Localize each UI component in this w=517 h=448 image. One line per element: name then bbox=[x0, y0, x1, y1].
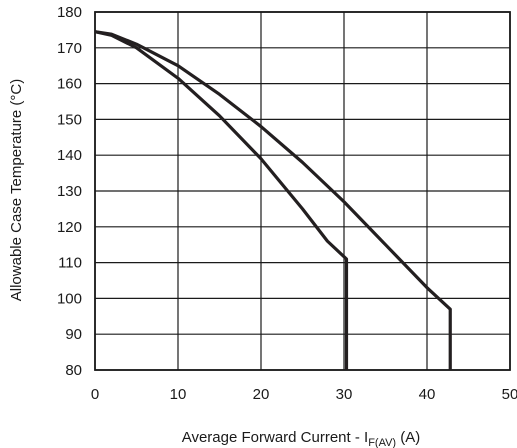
series-curves bbox=[94, 30, 452, 370]
x-axis-title: Average Forward Current - IF(AV) (A) bbox=[182, 429, 421, 448]
y-tick-labels: 80 90 100 110 120 130 140 150 160 170 180 bbox=[57, 4, 82, 379]
y-tick-label: 140 bbox=[57, 147, 82, 164]
x-tick-label: 40 bbox=[419, 386, 436, 403]
y-tick-label: 90 bbox=[65, 326, 82, 343]
x-tick-label: 0 bbox=[91, 386, 99, 403]
x-tick-label: 20 bbox=[253, 386, 270, 403]
x-axis-title-main: Average Forward Current - I bbox=[182, 429, 368, 446]
x-tick-label: 30 bbox=[336, 386, 353, 403]
y-tick-label: 180 bbox=[57, 4, 82, 21]
y-tick-label: 80 bbox=[65, 362, 82, 379]
y-tick-label: 110 bbox=[58, 255, 82, 272]
y-tick-label: 100 bbox=[57, 290, 82, 307]
x-tick-labels: 0 10 20 30 40 50 bbox=[91, 386, 517, 403]
y-tick-label: 120 bbox=[57, 219, 82, 236]
series-line-2 bbox=[94, 30, 452, 370]
y-tick-label: 130 bbox=[57, 183, 82, 200]
x-tick-label: 10 bbox=[170, 386, 187, 403]
x-axis-title-unit: (A) bbox=[396, 429, 420, 446]
grid-lines bbox=[94, 11, 511, 371]
series-line-1 bbox=[94, 30, 349, 370]
y-tick-label: 160 bbox=[57, 76, 82, 93]
y-tick-label: 170 bbox=[57, 40, 82, 57]
x-tick-label: 50 bbox=[502, 386, 517, 403]
x-axis-title-subscript: F(AV) bbox=[368, 437, 396, 448]
plot-frame bbox=[94, 11, 511, 371]
y-axis-title: Allowable Case Temperature (°C) bbox=[8, 79, 25, 301]
y-tick-label: 150 bbox=[57, 111, 82, 128]
